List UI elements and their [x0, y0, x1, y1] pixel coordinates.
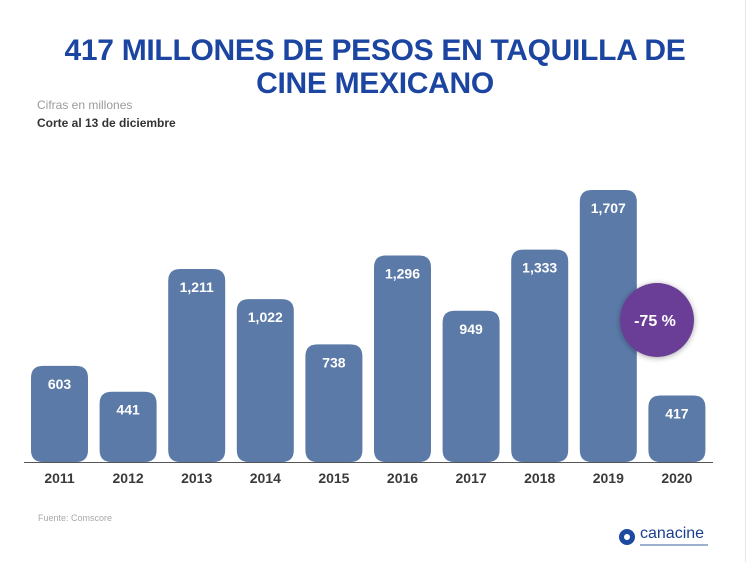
x-tick-label-2011: 2011 [44, 470, 75, 486]
value-label-2014: 1,022 [248, 309, 283, 325]
page-edge [745, 0, 746, 562]
x-tick-label-2016: 2016 [387, 470, 418, 486]
units-note: Cifras en millones [37, 98, 133, 112]
bar-2017 [442, 310, 500, 462]
x-tick-label-2017: 2017 [456, 470, 487, 486]
logo-wordmark: canacine [640, 525, 705, 542]
x-tick-label-2018: 2018 [524, 470, 555, 486]
x-tick-label-2020: 2020 [661, 470, 692, 486]
bar-2018 [511, 249, 569, 462]
value-label-2016: 1,296 [385, 265, 420, 281]
change-badge: -75 % [620, 283, 694, 357]
x-tick-label-2012: 2012 [113, 470, 144, 486]
bar-2012 [99, 391, 157, 462]
change-badge-circle [620, 283, 694, 357]
cutoff-note: Corte al 13 de diciembre [37, 116, 176, 130]
logo-tagline [640, 544, 708, 546]
bar-2013 [168, 269, 226, 462]
bar-chart: 603 2011 441 2012 1,211 2013 1,022 2014 738 2015 1… [24, 190, 713, 486]
x-tick-label-2013: 2013 [181, 470, 212, 486]
bar-2011 [31, 365, 88, 462]
canacine-logo: canacine [619, 525, 714, 549]
bar-2014 [236, 299, 294, 462]
value-label-2011: 603 [48, 376, 72, 392]
bar-2016 [374, 255, 431, 462]
bar-2019 [579, 190, 637, 462]
bar-2015 [305, 344, 363, 462]
title-line-2: CINE MEXICANO [256, 67, 494, 100]
change-badge-label: -75 % [634, 313, 676, 330]
bar-2020 [648, 395, 706, 462]
value-label-2020: 417 [665, 406, 689, 422]
x-tick-label-2015: 2015 [318, 470, 349, 486]
value-label-2017: 949 [459, 321, 483, 337]
chart-title: 417 MILLONES DE PESOS EN TAQUILLA DE CIN… [0, 34, 750, 100]
title-line-1: 417 MILLONES DE PESOS EN TAQUILLA DE [64, 34, 686, 67]
value-label-2018: 1,333 [522, 260, 557, 276]
value-label-2012: 441 [116, 402, 140, 418]
value-label-2019: 1,707 [591, 200, 626, 216]
x-tick-label-2019: 2019 [593, 470, 624, 486]
x-tick-label-2014: 2014 [250, 470, 281, 486]
value-label-2015: 738 [322, 354, 346, 370]
bars-group: 603 2011 441 2012 1,211 2013 1,022 2014 738 2015 1… [31, 190, 706, 486]
source-note: Fuente: Comscore [38, 513, 113, 523]
value-label-2013: 1,211 [180, 279, 214, 295]
canacine-logo-icon [619, 529, 635, 545]
